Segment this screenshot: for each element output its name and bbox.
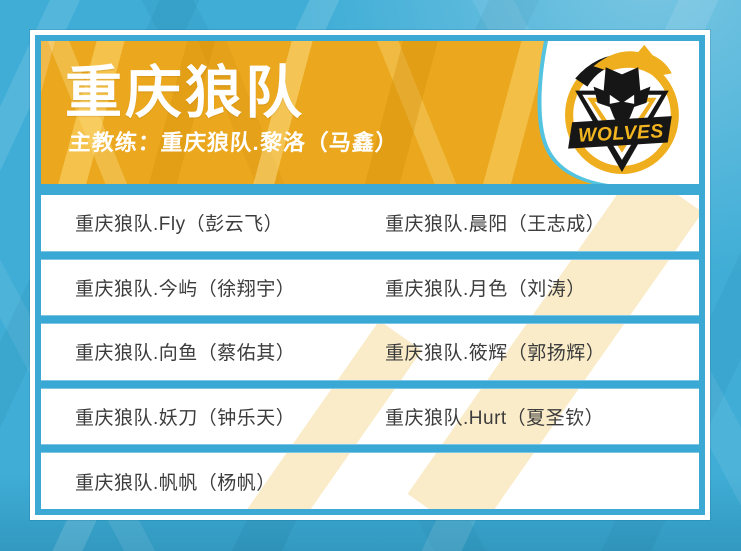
player-name: 重庆狼队.Hurt（夏圣钦） xyxy=(385,408,605,430)
card-inner: 重庆狼队 主教练：重庆狼队.黎洛（马鑫） xyxy=(35,35,705,515)
coach-line: 主教练：重庆狼队.黎洛（马鑫） xyxy=(68,130,399,155)
row-separator xyxy=(41,379,699,389)
player-name: 重庆狼队.晨阳（王志成） xyxy=(385,214,606,236)
wolves-team-logo-icon: WOLVES xyxy=(563,43,685,177)
player-list: 重庆狼队.Fly（彭云飞） 重庆狼队.晨阳（王志成） 重庆狼队.今屿（徐翔宇） … xyxy=(41,195,699,509)
player-name: 重庆狼队.向鱼（蔡佑其） xyxy=(75,343,296,365)
roster-card: 重庆狼队 主教练：重庆狼队.黎洛（马鑫） xyxy=(30,30,710,520)
row-separator xyxy=(41,444,699,454)
player-row: 重庆狼队.帆帆（杨帆） xyxy=(41,453,699,509)
player-name: 重庆狼队.妖刀（钟乐天） xyxy=(75,408,296,430)
player-row: 重庆狼队.Fly（彭云飞） 重庆狼队.晨阳（王志成） xyxy=(41,195,699,251)
logo-wordmark: WOLVES xyxy=(578,121,665,146)
player-row: 重庆狼队.妖刀（钟乐天） 重庆狼队.Hurt（夏圣钦） xyxy=(41,389,699,445)
player-name: 重庆狼队.Fly（彭云飞） xyxy=(75,214,284,236)
player-name: 重庆狼队.筱辉（郭扬辉） xyxy=(385,343,606,365)
player-name: 重庆狼队.帆帆（杨帆） xyxy=(75,472,276,494)
player-name: 重庆狼队.今屿（徐翔宇） xyxy=(75,278,296,300)
team-name: 重庆狼队 xyxy=(65,61,305,125)
player-row: 重庆狼队.今屿（徐翔宇） 重庆狼队.月色（刘涛） xyxy=(41,260,699,316)
player-name: 重庆狼队.月色（刘涛） xyxy=(385,278,586,300)
row-separator xyxy=(41,250,699,260)
player-row: 重庆狼队.向鱼（蔡佑其） 重庆狼队.筱辉（郭扬辉） xyxy=(41,324,699,380)
team-header-banner: 重庆狼队 主教练：重庆狼队.黎洛（马鑫） xyxy=(41,41,699,184)
row-separator xyxy=(41,315,699,325)
